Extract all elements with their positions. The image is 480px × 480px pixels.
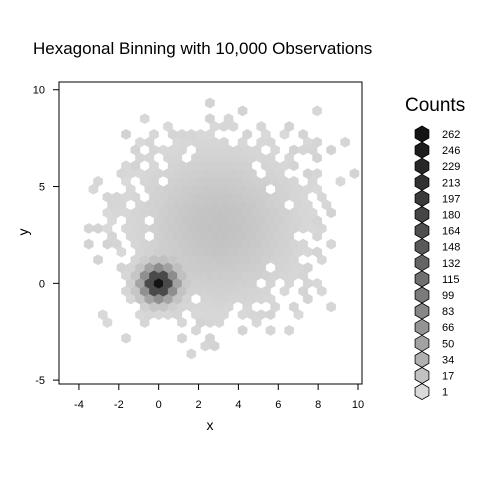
x-tick-label: 8 [315, 399, 321, 411]
hex-cell [163, 121, 173, 132]
hex-cell [186, 348, 197, 360]
hex-cell [205, 332, 215, 344]
legend-hex [414, 302, 430, 320]
hex-cell [237, 105, 248, 117]
hex-cell [223, 113, 234, 125]
hex-cell [298, 128, 308, 140]
hex-cell [121, 332, 131, 344]
legend-count-label: 66 [442, 322, 454, 334]
y-tick-label: 5 [39, 182, 45, 194]
y-axis: -5 0 5 10 [33, 85, 59, 387]
legend-hex [414, 383, 430, 401]
legend-count-label: 229 [442, 161, 460, 173]
hex-cell [149, 128, 159, 140]
legend-count-label: 213 [442, 177, 460, 189]
hex-cell [349, 168, 360, 179]
hexbin-cells [83, 97, 360, 360]
hex-cell [340, 136, 350, 148]
legend-hex [414, 318, 430, 336]
legend-hex [414, 141, 430, 159]
legend-hex [414, 125, 430, 143]
x-tick-label: 4 [235, 399, 241, 411]
hex-cell [312, 105, 322, 117]
hex-cell [326, 301, 336, 313]
hex-cell [312, 136, 322, 148]
hex-cell [326, 238, 336, 250]
legend-count-label: 34 [442, 354, 454, 366]
y-tick-label: -5 [35, 375, 45, 387]
legend-count-label: 164 [442, 226, 460, 238]
legend-hex [414, 206, 430, 223]
y-axis-label: y [15, 229, 31, 236]
hex-cell [237, 324, 248, 336]
legend-hex [414, 222, 430, 240]
hex-cell [93, 223, 103, 234]
hex-cell [177, 332, 187, 344]
hex-cell [298, 238, 308, 250]
chart-title: Hexagonal Binning with 10,000 Observatio… [33, 39, 372, 58]
hex-cell [312, 277, 322, 289]
x-tick-label: -2 [114, 399, 124, 411]
legend-count-label: 1 [442, 387, 448, 399]
legend-count-label: 17 [442, 371, 454, 383]
legend: 262 246 229 213 197 180 164 148 132 115 99 83 66 50 34… [414, 125, 460, 401]
hex-cell [335, 176, 346, 187]
hex-cell [242, 128, 253, 140]
hex-cell [83, 238, 94, 250]
legend-hex [414, 367, 430, 384]
legend-hex [414, 254, 430, 272]
legend-hex [414, 350, 430, 368]
hex-cell [312, 246, 322, 258]
legend-hex [414, 157, 430, 175]
hex-cell [312, 168, 322, 179]
legend-count-label: 148 [442, 242, 460, 254]
hex-cell [121, 128, 131, 140]
hex-cell [256, 121, 267, 132]
x-tick-label: 2 [195, 399, 201, 411]
legend-count-label: 246 [442, 145, 460, 157]
x-tick-label: -4 [74, 399, 84, 411]
legend-hex [414, 286, 430, 304]
legend-count-label: 180 [442, 210, 460, 222]
hex-cell [265, 324, 276, 336]
legend-hex [414, 270, 430, 288]
legend-hex [414, 189, 430, 207]
plot-frame [58, 81, 363, 385]
legend-count-label: 99 [442, 290, 454, 302]
legend-hex [414, 334, 430, 352]
hex-cell [205, 113, 215, 125]
hex-cell [93, 254, 103, 266]
legend-count-label: 50 [442, 338, 454, 350]
legend-title: Counts [405, 95, 465, 116]
hex-cell [289, 176, 299, 187]
legend-hex [414, 238, 430, 256]
hex-cell [139, 113, 150, 125]
hex-cell [219, 136, 229, 148]
hex-cell [205, 97, 215, 109]
y-tick-label: 10 [33, 85, 45, 97]
x-axis-label: x [207, 417, 214, 433]
hex-cell [97, 309, 108, 321]
hex-cell [326, 144, 336, 156]
legend-count-label: 115 [442, 274, 460, 286]
legend-hex [414, 173, 430, 191]
x-axis: -4 -2 0 2 4 6 8 10 [74, 384, 364, 411]
legend-count-label: 83 [442, 306, 454, 318]
legend-count-label: 197 [442, 193, 460, 205]
hex-cell [93, 176, 103, 187]
hex-cell [303, 262, 313, 274]
hex-cell [284, 121, 294, 132]
x-tick-label: 10 [352, 399, 364, 411]
legend-count-label: 262 [442, 129, 460, 141]
legend-count-label: 132 [442, 258, 460, 270]
hex-cell [83, 223, 94, 234]
y-tick-label: 0 [39, 278, 45, 290]
hex-cell [289, 301, 299, 313]
hex-cell [284, 324, 294, 336]
x-tick-label: 6 [275, 399, 281, 411]
x-tick-label: 0 [156, 399, 162, 411]
